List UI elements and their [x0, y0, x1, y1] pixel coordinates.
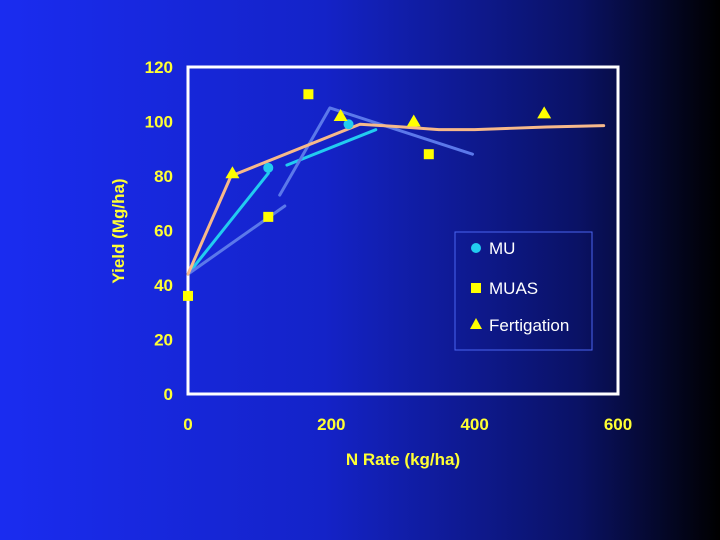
legend-marker-muas	[471, 283, 481, 293]
y-axis-title: Yield (Mg/ha)	[109, 178, 128, 283]
y-tick-label: 0	[164, 385, 173, 404]
point-muas	[423, 149, 434, 160]
legend: MU MUAS Fertigation	[454, 231, 593, 351]
fit-curve-fertigation	[186, 122, 606, 276]
point-mu	[343, 119, 354, 130]
legend-box	[454, 231, 593, 351]
y-tick-label: 60	[154, 222, 173, 241]
y-tick-label: 20	[154, 331, 173, 350]
x-tick-label: 200	[317, 415, 345, 434]
legend-label-fertigation: Fertigation	[489, 316, 569, 335]
legend-label-muas: MUAS	[489, 279, 538, 298]
x-tick-label: 600	[604, 415, 632, 434]
y-tick-label: 80	[154, 167, 173, 186]
point-fertigation	[406, 114, 421, 127]
point-muas	[263, 211, 274, 222]
y-axis-ticks: 0 20 40 60 80 100 120	[145, 58, 173, 404]
point-fertigation	[333, 109, 348, 122]
fit-line-muas	[278, 106, 474, 197]
point-mu	[263, 162, 274, 173]
x-tick-label: 0	[183, 415, 192, 434]
point-muas	[183, 290, 193, 301]
y-tick-label: 100	[145, 113, 173, 132]
x-axis-ticks: 0 200 400 600	[183, 415, 632, 434]
fit-lines	[186, 106, 606, 276]
plot-frame	[186, 65, 620, 396]
x-tick-label: 400	[460, 415, 488, 434]
legend-marker-fertigation	[470, 318, 482, 329]
point-muas	[303, 89, 314, 100]
x-axis-title: N Rate (kg/ha)	[346, 450, 460, 469]
point-fertigation	[225, 166, 240, 179]
fit-line-mu	[186, 171, 270, 276]
y-tick-label: 40	[154, 276, 173, 295]
legend-label-mu: MU	[489, 239, 515, 258]
legend-marker-mu	[471, 243, 481, 253]
y-tick-label: 120	[145, 58, 173, 77]
data-points	[183, 89, 552, 301]
point-fertigation	[537, 106, 552, 119]
